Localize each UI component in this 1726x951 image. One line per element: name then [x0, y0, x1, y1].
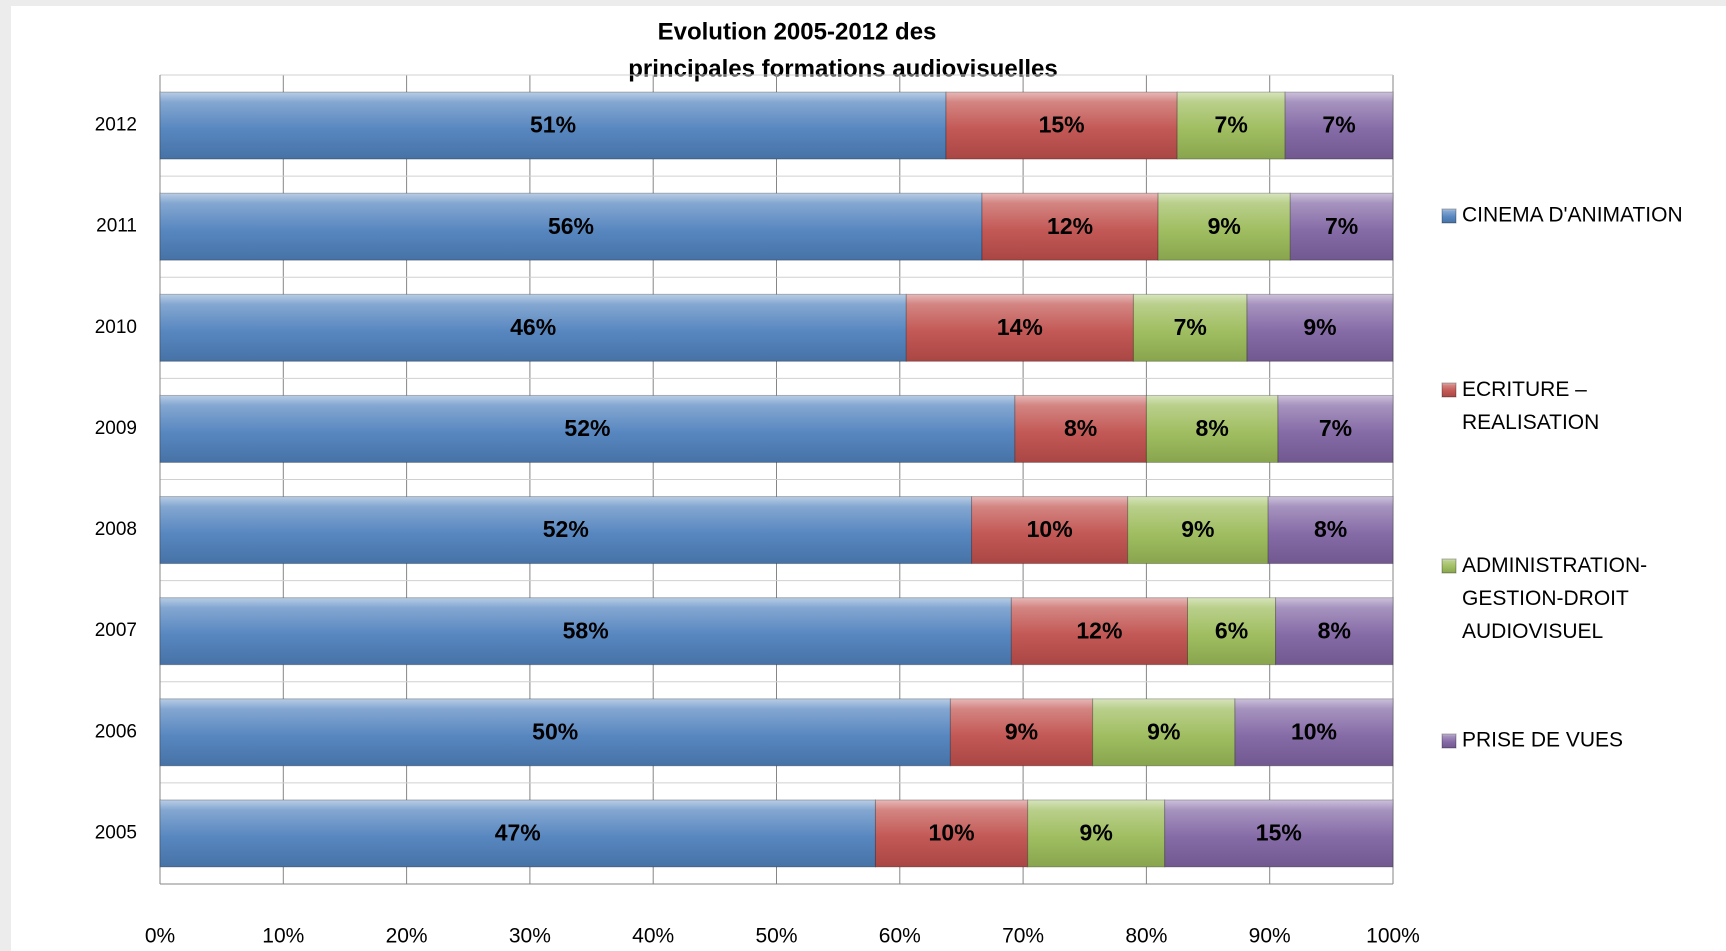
data-label: 7% — [1322, 112, 1355, 138]
bar-segment — [159, 293, 907, 362]
data-label: 12% — [1076, 617, 1122, 643]
data-label: 10% — [1291, 718, 1337, 744]
data-label: 10% — [1027, 516, 1073, 542]
chart-area — [11, 6, 1726, 951]
bar-segment — [981, 192, 1159, 261]
data-label: 52% — [564, 415, 610, 441]
x-tick-label: 20% — [386, 925, 428, 948]
data-label: 9% — [1147, 718, 1180, 744]
data-label: 9% — [1080, 820, 1113, 846]
bar-segment — [874, 799, 1029, 868]
data-label: 7% — [1215, 112, 1248, 138]
y-tick-label: 2011 — [96, 216, 137, 237]
bar-segment — [159, 496, 973, 565]
legend-swatch — [1441, 382, 1457, 398]
data-label: 50% — [532, 718, 578, 744]
data-label: 15% — [1039, 112, 1085, 138]
x-tick-label: 100% — [1366, 925, 1420, 948]
chart-title: Evolution 2005-2012 des — [658, 18, 937, 45]
x-tick-label: 0% — [145, 925, 175, 948]
bar-segment — [1275, 597, 1394, 666]
data-label: 56% — [548, 213, 594, 239]
bar-segment — [1127, 496, 1269, 565]
legend-label: PRISE DE VUES — [1462, 729, 1623, 752]
y-tick-label: 2012 — [95, 115, 137, 136]
x-tick-label: 30% — [509, 925, 551, 948]
x-tick-label: 10% — [262, 925, 304, 948]
x-tick-label: 80% — [1125, 925, 1167, 948]
data-label: 15% — [1256, 820, 1302, 846]
bar-segment — [971, 496, 1129, 565]
legend-swatch — [1441, 733, 1457, 749]
data-label: 51% — [530, 112, 576, 138]
bar-segment — [1145, 394, 1279, 463]
x-tick-label: 40% — [632, 925, 674, 948]
y-tick-label: 2008 — [95, 519, 137, 540]
y-tick-label: 2006 — [95, 721, 137, 742]
data-label: 7% — [1174, 314, 1207, 340]
bar-segment — [1176, 91, 1286, 160]
legend-label: ADMINISTRATION-GESTION-DROIT AUDIOVISUEL — [1462, 554, 1647, 643]
data-label: 8% — [1196, 415, 1229, 441]
bar-segment — [1010, 597, 1188, 666]
data-label: 47% — [495, 820, 541, 846]
data-label: 10% — [929, 820, 975, 846]
bar-segment — [159, 597, 1012, 666]
bar-segment — [1187, 597, 1277, 666]
data-label: 9% — [1303, 314, 1336, 340]
y-tick-label: 2007 — [95, 620, 137, 641]
bar-segment — [1092, 698, 1236, 767]
legend-label: ECRITURE – REALISATION — [1462, 378, 1599, 434]
data-label: 8% — [1314, 516, 1347, 542]
data-label: 12% — [1047, 213, 1093, 239]
x-tick-label: 50% — [755, 925, 797, 948]
data-label: 9% — [1181, 516, 1214, 542]
bar-segment — [159, 91, 947, 160]
legend-label: CINEMA D'ANIMATION — [1462, 204, 1683, 227]
x-tick-label: 70% — [1002, 925, 1044, 948]
data-label: 9% — [1005, 718, 1038, 744]
legend-swatch — [1441, 208, 1457, 224]
bar-segment — [1246, 293, 1394, 362]
y-tick-label: 2005 — [95, 822, 137, 843]
data-label: 7% — [1325, 213, 1358, 239]
x-tick-label: 60% — [879, 925, 921, 948]
data-label: 7% — [1319, 415, 1352, 441]
data-label: 58% — [563, 617, 609, 643]
bar-segment — [1014, 394, 1147, 463]
bar-segment — [1164, 799, 1394, 868]
bar-segment — [1289, 192, 1394, 261]
x-tick-label: 90% — [1249, 925, 1291, 948]
bar-segment — [1157, 192, 1291, 261]
data-label: 8% — [1318, 617, 1351, 643]
data-label: 6% — [1215, 617, 1248, 643]
data-label: 9% — [1208, 213, 1241, 239]
bar-segment — [945, 91, 1178, 160]
legend-swatch — [1441, 558, 1457, 574]
data-label: 8% — [1064, 415, 1097, 441]
bar-segment — [1284, 91, 1394, 160]
bar-segment — [1234, 698, 1394, 767]
data-label: 52% — [543, 516, 589, 542]
bar-segment — [1132, 293, 1248, 362]
bar-segment — [159, 799, 876, 868]
chart-title: principales formations audiovisuelles — [628, 55, 1057, 82]
y-tick-label: 2009 — [95, 418, 137, 439]
bar-segment — [1277, 394, 1394, 463]
y-tick-label: 2010 — [95, 317, 137, 338]
bar-segment — [949, 698, 1094, 767]
bar-segment — [1027, 799, 1166, 868]
bar-segment — [1267, 496, 1394, 565]
bar-segment — [159, 698, 951, 767]
data-label: 14% — [997, 314, 1043, 340]
bar-segment — [159, 394, 1016, 463]
data-label: 46% — [510, 314, 556, 340]
